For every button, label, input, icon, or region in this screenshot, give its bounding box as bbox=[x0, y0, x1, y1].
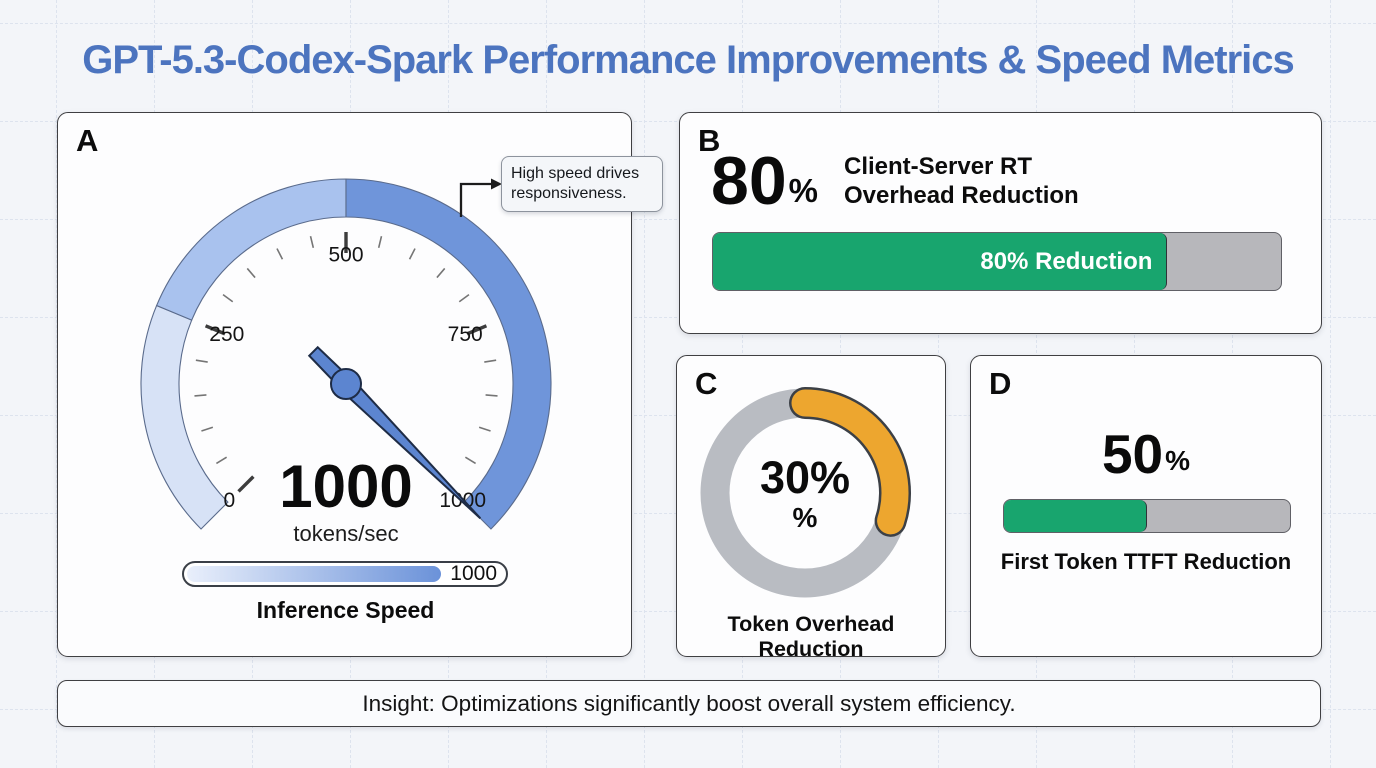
gauge-caption: Inference Speed bbox=[256, 597, 435, 623]
gauge-tick bbox=[237, 475, 255, 493]
gauge-tick bbox=[204, 324, 226, 336]
insight-banner: Insight: Optimizations significantly boo… bbox=[57, 680, 1321, 727]
gauge-tick bbox=[309, 236, 315, 249]
gauge-tick-label: 250 bbox=[209, 323, 244, 346]
metric-title-b-line1: Client-Server RT bbox=[843, 153, 1033, 181]
headline-b: 80 % Client-Server RT Overhead Reduction bbox=[711, 143, 1079, 219]
gauge-tick bbox=[201, 426, 214, 432]
callout-text: High speed drives responsiveness. bbox=[511, 165, 640, 202]
panel-b-rt-overhead: B 80 % Client-Server RT Overhead Reducti… bbox=[679, 112, 1322, 334]
panel-d-ttft-reduction: D 50 % First Token TTFT Reduction bbox=[970, 355, 1322, 657]
gauge-tick bbox=[222, 294, 234, 303]
grid-line bbox=[644, 0, 645, 768]
metric-title-b-line2: Overhead Reduction bbox=[843, 182, 1079, 210]
metric-title-b: Client-Server RT Overhead Reduction bbox=[844, 152, 1079, 211]
insight-text: Insight: Optimizations significantly boo… bbox=[362, 690, 1016, 716]
gauge-tick bbox=[484, 359, 497, 363]
gauge-tick bbox=[215, 456, 228, 465]
gauge-tick bbox=[478, 426, 491, 432]
speed-pill-value: 1000 bbox=[450, 562, 497, 585]
gauge-tick bbox=[195, 359, 208, 363]
donut-center-sub: % bbox=[792, 501, 818, 533]
callout: High speed drives responsiveness. bbox=[501, 156, 663, 212]
gauge-segment bbox=[155, 178, 347, 321]
callout-arrow bbox=[459, 182, 491, 217]
panel-a-inference-speed: A 0 250 500 750 1000 1000 tokens/sec High sp… bbox=[57, 112, 663, 657]
gauge-tick bbox=[194, 394, 207, 397]
gauge-tick bbox=[436, 267, 446, 279]
gauge-tick-label: 750 bbox=[448, 323, 483, 346]
grid-line bbox=[1330, 0, 1331, 768]
panel-c-label: C bbox=[695, 366, 718, 401]
gauge-tick bbox=[276, 248, 284, 260]
progress-label-b: 80% Reduction bbox=[980, 247, 1153, 275]
gauge-tick-label: 0 bbox=[223, 489, 235, 512]
panel-b-label: B bbox=[698, 123, 721, 158]
gauge-tick bbox=[485, 394, 498, 397]
headline-d: 50 % bbox=[971, 423, 1321, 485]
callout-arrowhead bbox=[491, 178, 502, 190]
gauge-tick bbox=[458, 294, 470, 303]
progress-fill-d bbox=[1004, 500, 1147, 532]
panel-d-label: D bbox=[989, 366, 1012, 401]
progress-track-d bbox=[1003, 499, 1291, 533]
donut-center: 30% % bbox=[698, 386, 912, 600]
grid-line bbox=[56, 0, 57, 768]
gauge-tick-label: 500 bbox=[328, 244, 363, 267]
headline-b-value: 80 bbox=[711, 143, 787, 219]
gauge-tick bbox=[464, 456, 477, 465]
headline-d-value: 50 bbox=[1101, 423, 1164, 485]
donut-arc bbox=[791, 389, 909, 535]
speed-pill-fill bbox=[187, 566, 442, 582]
speed-pill-track: 1000 bbox=[182, 561, 508, 587]
gauge-units: tokens/sec bbox=[293, 521, 398, 546]
gauge-tick bbox=[466, 324, 488, 336]
gauge-value: 1000 bbox=[279, 453, 412, 520]
gauge-tick bbox=[408, 248, 416, 260]
gauge-segment bbox=[345, 178, 552, 530]
panel-a-label: A bbox=[76, 123, 99, 158]
gauge-tick bbox=[377, 236, 383, 249]
grid-line bbox=[0, 23, 1376, 24]
donut-caption: Token Overhead Reduction bbox=[727, 612, 895, 661]
donut-center-value: 30% bbox=[759, 451, 851, 503]
headline-d-percent: % bbox=[1165, 445, 1191, 477]
gauge-hub bbox=[330, 368, 362, 400]
ttft-caption: First Token TTFT Reduction bbox=[1000, 549, 1292, 574]
progress-track-b: 80% Reduction bbox=[712, 232, 1282, 291]
gauge-tick bbox=[246, 267, 256, 279]
panel-c-token-overhead: C 30% % Token Overhead Reduction bbox=[676, 355, 946, 661]
donut-chart bbox=[700, 387, 911, 598]
progress-fill-b: 80% Reduction bbox=[713, 233, 1168, 290]
page-title: GPT-5.3-Codex-Spark Performance Improvem… bbox=[82, 38, 1295, 82]
headline-b-percent: % bbox=[788, 171, 818, 209]
